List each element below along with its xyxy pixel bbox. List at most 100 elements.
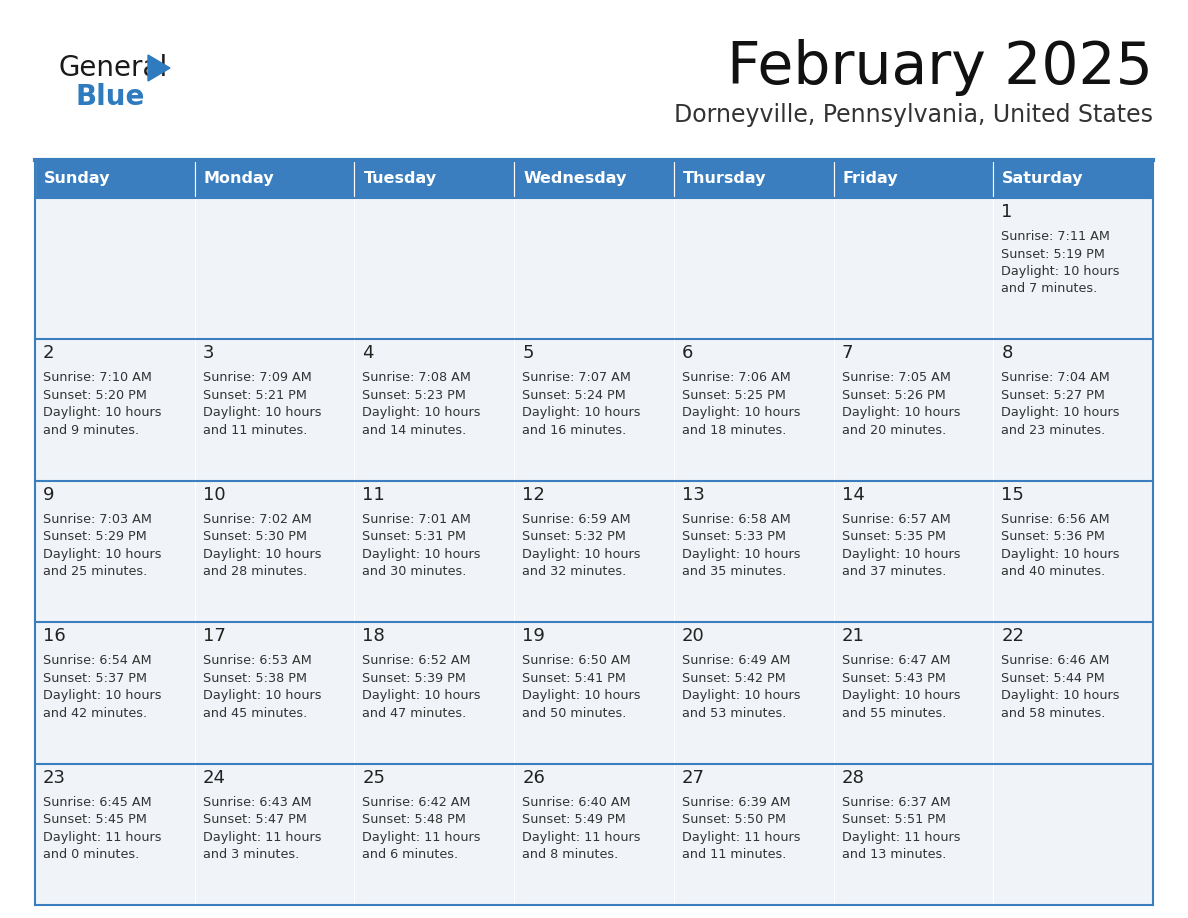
- Bar: [34, 764, 195, 905]
- Text: and 55 minutes.: and 55 minutes.: [841, 707, 946, 720]
- Text: Daylight: 11 hours: Daylight: 11 hours: [682, 831, 801, 844]
- Text: Sunday: Sunday: [44, 172, 110, 186]
- Text: Sunrise: 6:43 AM: Sunrise: 6:43 AM: [203, 796, 311, 809]
- Text: Sunrise: 6:47 AM: Sunrise: 6:47 AM: [841, 655, 950, 667]
- Text: Sunset: 5:27 PM: Sunset: 5:27 PM: [1001, 389, 1105, 402]
- Text: Sunrise: 6:57 AM: Sunrise: 6:57 AM: [841, 513, 950, 526]
- Text: Sunset: 5:43 PM: Sunset: 5:43 PM: [841, 672, 946, 685]
- Text: 20: 20: [682, 627, 704, 645]
- Text: Sunrise: 6:37 AM: Sunrise: 6:37 AM: [841, 796, 950, 809]
- Text: 13: 13: [682, 486, 704, 504]
- Text: 25: 25: [362, 768, 385, 787]
- Bar: [354, 481, 514, 622]
- Text: Wednesday: Wednesday: [523, 172, 626, 186]
- Bar: [354, 764, 514, 905]
- Text: Daylight: 10 hours: Daylight: 10 hours: [682, 689, 801, 702]
- Text: Sunset: 5:25 PM: Sunset: 5:25 PM: [682, 389, 785, 402]
- Text: and 58 minutes.: and 58 minutes.: [1001, 707, 1106, 720]
- Text: Sunrise: 7:09 AM: Sunrise: 7:09 AM: [203, 372, 311, 385]
- Text: Sunrise: 7:01 AM: Sunrise: 7:01 AM: [362, 513, 472, 526]
- Text: Sunrise: 7:11 AM: Sunrise: 7:11 AM: [1001, 230, 1110, 243]
- Bar: [834, 340, 993, 481]
- Text: Sunrise: 7:03 AM: Sunrise: 7:03 AM: [43, 513, 152, 526]
- Text: Sunset: 5:26 PM: Sunset: 5:26 PM: [841, 389, 946, 402]
- Text: 5: 5: [523, 344, 533, 363]
- Text: Sunrise: 6:39 AM: Sunrise: 6:39 AM: [682, 796, 790, 809]
- Text: Sunset: 5:32 PM: Sunset: 5:32 PM: [523, 531, 626, 543]
- Text: Sunset: 5:41 PM: Sunset: 5:41 PM: [523, 672, 626, 685]
- Bar: [354, 340, 514, 481]
- Bar: [834, 160, 993, 198]
- Polygon shape: [148, 55, 170, 81]
- Text: and 30 minutes.: and 30 minutes.: [362, 565, 467, 578]
- Bar: [514, 160, 674, 198]
- Text: Sunset: 5:31 PM: Sunset: 5:31 PM: [362, 531, 467, 543]
- Text: Sunset: 5:37 PM: Sunset: 5:37 PM: [43, 672, 147, 685]
- Text: and 45 minutes.: and 45 minutes.: [203, 707, 307, 720]
- Text: and 25 minutes.: and 25 minutes.: [43, 565, 147, 578]
- Text: 12: 12: [523, 486, 545, 504]
- Text: Daylight: 10 hours: Daylight: 10 hours: [841, 689, 960, 702]
- Text: Daylight: 10 hours: Daylight: 10 hours: [203, 689, 321, 702]
- Text: Sunrise: 6:59 AM: Sunrise: 6:59 AM: [523, 513, 631, 526]
- Text: Monday: Monday: [203, 172, 274, 186]
- Text: Daylight: 10 hours: Daylight: 10 hours: [203, 548, 321, 561]
- Text: Sunset: 5:45 PM: Sunset: 5:45 PM: [43, 813, 147, 826]
- Bar: [834, 764, 993, 905]
- Text: and 11 minutes.: and 11 minutes.: [203, 424, 307, 437]
- Text: Saturday: Saturday: [1003, 172, 1083, 186]
- Text: and 47 minutes.: and 47 minutes.: [362, 707, 467, 720]
- Text: Daylight: 10 hours: Daylight: 10 hours: [523, 407, 640, 420]
- Text: 17: 17: [203, 627, 226, 645]
- Bar: [993, 340, 1154, 481]
- Text: Sunrise: 7:05 AM: Sunrise: 7:05 AM: [841, 372, 950, 385]
- Bar: [514, 340, 674, 481]
- Bar: [354, 160, 514, 198]
- Text: 16: 16: [43, 627, 65, 645]
- Text: 11: 11: [362, 486, 385, 504]
- Text: Sunset: 5:49 PM: Sunset: 5:49 PM: [523, 813, 626, 826]
- Text: 6: 6: [682, 344, 694, 363]
- Text: Daylight: 10 hours: Daylight: 10 hours: [43, 548, 162, 561]
- Bar: [674, 198, 834, 340]
- Bar: [34, 198, 195, 340]
- Bar: [993, 481, 1154, 622]
- Bar: [34, 340, 195, 481]
- Text: Sunrise: 7:07 AM: Sunrise: 7:07 AM: [523, 372, 631, 385]
- Bar: [514, 622, 674, 764]
- Text: Daylight: 10 hours: Daylight: 10 hours: [1001, 407, 1120, 420]
- Text: 14: 14: [841, 486, 865, 504]
- Bar: [674, 340, 834, 481]
- Text: Sunset: 5:39 PM: Sunset: 5:39 PM: [362, 672, 467, 685]
- Bar: [195, 198, 354, 340]
- Text: and 32 minutes.: and 32 minutes.: [523, 565, 626, 578]
- Text: 24: 24: [203, 768, 226, 787]
- Text: Daylight: 10 hours: Daylight: 10 hours: [43, 689, 162, 702]
- Text: Daylight: 10 hours: Daylight: 10 hours: [362, 548, 481, 561]
- Bar: [834, 481, 993, 622]
- Text: and 35 minutes.: and 35 minutes.: [682, 565, 786, 578]
- Text: Sunset: 5:36 PM: Sunset: 5:36 PM: [1001, 531, 1105, 543]
- Text: 2: 2: [43, 344, 55, 363]
- Bar: [195, 764, 354, 905]
- Text: and 28 minutes.: and 28 minutes.: [203, 565, 307, 578]
- Text: Blue: Blue: [75, 83, 145, 111]
- Bar: [993, 764, 1154, 905]
- Bar: [195, 160, 354, 198]
- Text: and 42 minutes.: and 42 minutes.: [43, 707, 147, 720]
- Text: and 13 minutes.: and 13 minutes.: [841, 848, 946, 861]
- Bar: [674, 622, 834, 764]
- Text: and 16 minutes.: and 16 minutes.: [523, 424, 626, 437]
- Text: Sunrise: 6:52 AM: Sunrise: 6:52 AM: [362, 655, 472, 667]
- Text: Sunset: 5:23 PM: Sunset: 5:23 PM: [362, 389, 467, 402]
- Text: Daylight: 10 hours: Daylight: 10 hours: [1001, 689, 1120, 702]
- Bar: [674, 481, 834, 622]
- Text: Daylight: 10 hours: Daylight: 10 hours: [682, 548, 801, 561]
- Text: and 7 minutes.: and 7 minutes.: [1001, 283, 1098, 296]
- Text: and 14 minutes.: and 14 minutes.: [362, 424, 467, 437]
- Text: 3: 3: [203, 344, 214, 363]
- Bar: [354, 622, 514, 764]
- Text: and 53 minutes.: and 53 minutes.: [682, 707, 786, 720]
- Text: Sunset: 5:42 PM: Sunset: 5:42 PM: [682, 672, 785, 685]
- Text: Sunrise: 6:58 AM: Sunrise: 6:58 AM: [682, 513, 790, 526]
